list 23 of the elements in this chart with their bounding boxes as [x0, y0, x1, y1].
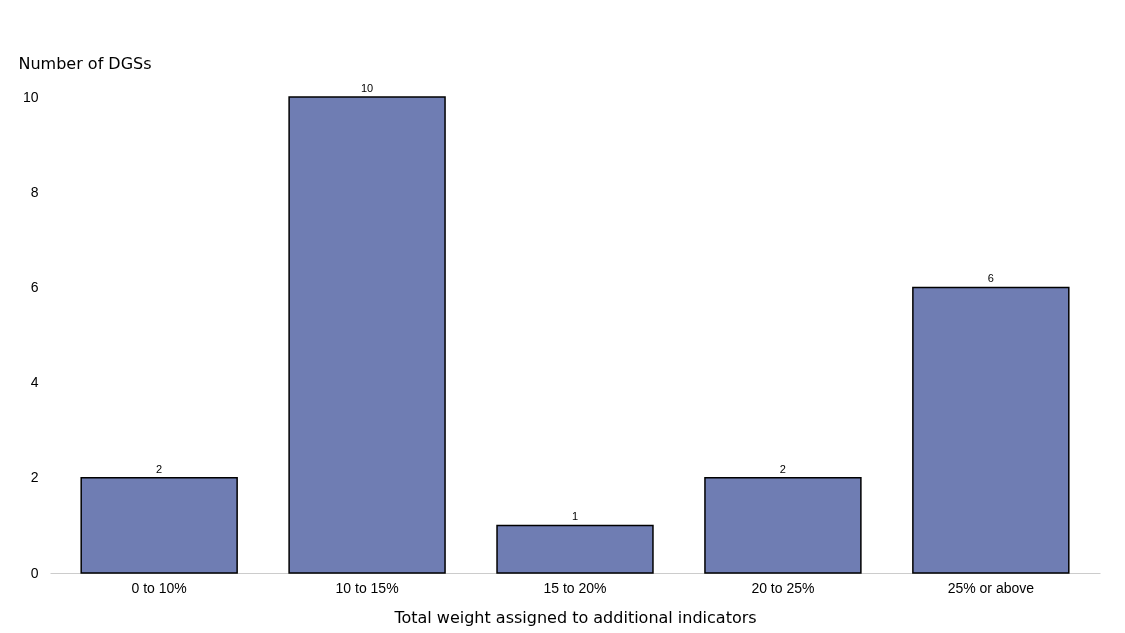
- y-tick-label: 10: [22, 88, 39, 105]
- y-tick-label: 8: [30, 183, 39, 200]
- data-label: 6: [987, 272, 994, 285]
- x-tick-label: 10 to 15%: [335, 579, 399, 596]
- x-tick-label: 15 to 20%: [543, 579, 607, 596]
- data-label: 1: [571, 510, 579, 523]
- bar: [496, 524, 654, 574]
- x-tick-label: 0 to 10%: [131, 579, 187, 596]
- y-tick-label: 6: [30, 278, 39, 295]
- bar: [912, 286, 1070, 574]
- data-label: 10: [360, 82, 374, 94]
- bar: [288, 96, 446, 574]
- x-tick-label: 20 to 25%: [751, 579, 815, 596]
- y-tick-label: 0: [30, 564, 39, 581]
- y-tick-label: 2: [30, 469, 39, 486]
- bar: [704, 477, 862, 574]
- bar: [80, 477, 238, 574]
- x-axis-title: Total weight assigned to additional indicators: [393, 607, 757, 627]
- data-label: 2: [156, 462, 163, 475]
- x-tick-label: 25% or above: [947, 579, 1035, 596]
- data-label: 2: [779, 462, 786, 475]
- y-axis-title: Number of DGSs: [18, 53, 152, 73]
- y-tick-label: 4: [30, 374, 39, 391]
